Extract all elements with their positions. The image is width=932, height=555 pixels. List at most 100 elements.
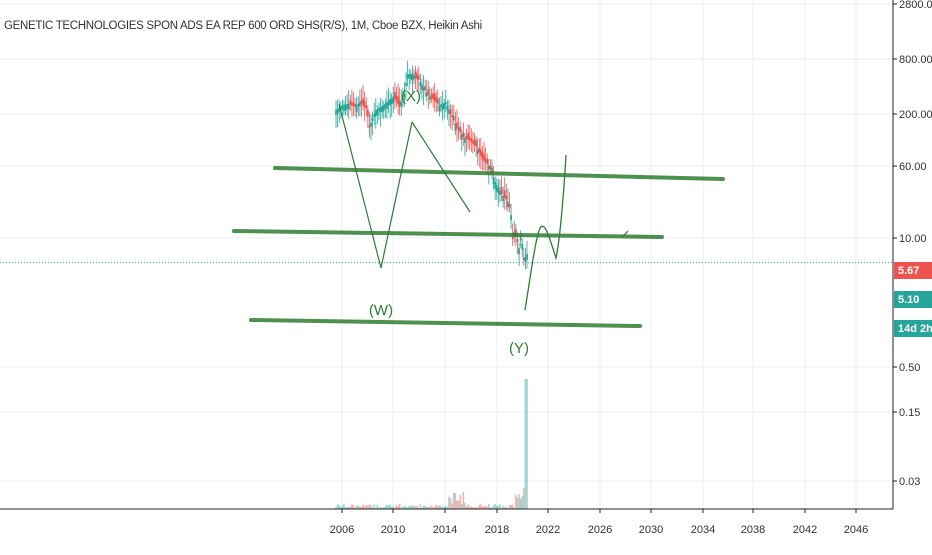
- candle: [347, 89, 350, 120]
- candle: [354, 97, 356, 117]
- candle: [497, 178, 500, 207]
- candle: [362, 84, 364, 111]
- x-tick-label: 2018: [485, 524, 509, 536]
- volume-bar: [503, 507, 506, 509]
- volume-bar: [414, 506, 417, 509]
- volume-bar: [384, 506, 387, 509]
- volume-bar: [464, 502, 466, 509]
- volume-bar: [437, 506, 439, 509]
- volume-bar: [519, 498, 522, 509]
- candle: [438, 97, 441, 117]
- candle-body: [433, 93, 436, 101]
- candle: [526, 240, 528, 269]
- candle: [390, 93, 393, 117]
- volume-bar: [370, 504, 372, 509]
- volume-bar: [344, 507, 347, 509]
- volume-bar: [513, 507, 516, 509]
- candle: [363, 91, 366, 122]
- candle-body: [497, 187, 500, 194]
- candle-body: [473, 139, 476, 146]
- candle: [395, 86, 398, 107]
- candle-body: [495, 184, 498, 192]
- candle: [429, 86, 431, 105]
- wave-projection-path: [524, 154, 567, 311]
- grid: [0, 0, 893, 509]
- volume-bar: [351, 504, 353, 509]
- candle-body: [362, 98, 364, 106]
- candle-body: [481, 152, 484, 160]
- candle: [387, 87, 390, 113]
- volume-bar: [457, 500, 460, 509]
- volume-bar: [343, 504, 345, 509]
- candle-body: [457, 127, 460, 130]
- candle-body: [429, 96, 431, 101]
- candle: [349, 94, 352, 111]
- candle: [417, 66, 420, 91]
- candle: [503, 177, 506, 210]
- candle-body: [346, 104, 349, 109]
- volume-bar: [465, 506, 468, 509]
- y-tick-label: 0.03: [899, 476, 920, 488]
- candle-body: [516, 239, 519, 243]
- candle: [398, 87, 401, 116]
- candle: [508, 191, 511, 213]
- candle-body: [413, 75, 415, 80]
- chart-title: GENETIC TECHNOLOGIES SPON ADS EA REP 600…: [4, 20, 482, 32]
- candle: [366, 105, 369, 128]
- volume-bar: [440, 506, 442, 509]
- candle-body: [338, 107, 341, 112]
- candle: [419, 73, 422, 95]
- volume-bar: [473, 507, 476, 509]
- wave-label: (Y): [509, 340, 529, 357]
- candle: [368, 111, 371, 138]
- candle-body: [336, 108, 339, 114]
- candle: [355, 96, 358, 120]
- volume-bar: [511, 504, 514, 509]
- candle: [471, 131, 474, 154]
- candle: [454, 111, 457, 135]
- y-tick-label: 2800.00: [899, 0, 932, 11]
- candle-body: [357, 103, 360, 106]
- price-badge-text: 5.10: [898, 294, 919, 306]
- candle: [476, 138, 479, 166]
- candle: [460, 129, 463, 152]
- volume-bar: [484, 505, 487, 509]
- candle: [432, 86, 434, 108]
- x-tick-label: 2046: [844, 524, 868, 536]
- volume-bar: [499, 504, 501, 509]
- candle: [491, 159, 493, 179]
- volume-bar: [429, 506, 431, 509]
- volume-bar: [476, 507, 479, 509]
- volume-bar: [486, 506, 489, 509]
- candle: [456, 109, 458, 143]
- trendline-lower: [249, 318, 642, 328]
- candle-body: [409, 73, 412, 80]
- volume-bar: [467, 504, 469, 509]
- candle-body: [354, 104, 356, 107]
- volume-bar: [357, 506, 360, 509]
- candle-body: [492, 177, 495, 185]
- wave-label: (W): [369, 302, 393, 319]
- candle-body: [392, 96, 395, 104]
- volume-bar: [502, 505, 504, 509]
- x-tick-label: 2038: [741, 524, 765, 536]
- volume-bar: [378, 507, 380, 509]
- volume-bar: [494, 504, 496, 509]
- candle-body: [374, 110, 377, 116]
- candle: [448, 99, 450, 127]
- candle-body: [366, 109, 369, 118]
- candle-body: [448, 109, 450, 114]
- candle: [338, 99, 341, 124]
- volume-bar: [500, 507, 503, 509]
- candle: [422, 75, 425, 106]
- candle: [457, 117, 460, 141]
- volume-bar: [403, 506, 406, 509]
- candle: [519, 230, 522, 248]
- price-badge: 14d 2h: [894, 320, 932, 337]
- candle: [416, 69, 419, 92]
- candle-body: [459, 126, 462, 133]
- candle: [343, 100, 345, 116]
- candle: [358, 89, 361, 117]
